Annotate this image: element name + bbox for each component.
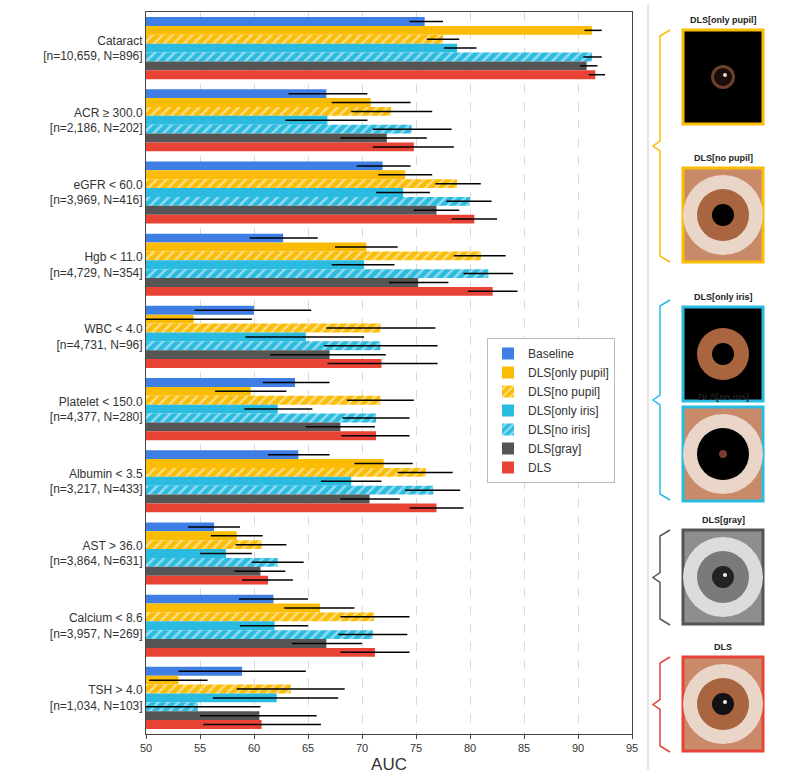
svg-text:TSH > 4.0[n=1,034, N=103]: TSH > 4.0[n=1,034, N=103]: [50, 683, 143, 713]
svg-text:ACR ≥ 300.0[n=2,186, N=202]: ACR ≥ 300.0[n=2,186, N=202]: [50, 106, 143, 136]
svg-text:80: 80: [464, 742, 476, 754]
svg-text:DLS[gray]: DLS[gray]: [702, 515, 745, 525]
svg-text:90: 90: [572, 742, 584, 754]
svg-text:DLS[no pupil]: DLS[no pupil]: [528, 385, 600, 399]
svg-text:Hgb < 11.0[n=4,729, N=354]: Hgb < 11.0[n=4,729, N=354]: [50, 250, 143, 280]
svg-text:50: 50: [140, 742, 152, 754]
svg-text:DLS[no pupil]: DLS[no pupil]: [694, 153, 753, 163]
svg-text:95: 95: [626, 742, 638, 754]
svg-text:Calcium < 8.6[n=3,957, N=269]: Calcium < 8.6[n=3,957, N=269]: [50, 611, 143, 641]
svg-text:Albumin < 3.5[n=3,217, N=433]: Albumin < 3.5[n=3,217, N=433]: [50, 467, 143, 497]
svg-text:75: 75: [410, 742, 422, 754]
svg-text:eGFR < 60.0[n=3,969, N=416]: eGFR < 60.0[n=3,969, N=416]: [50, 178, 143, 208]
svg-text:Platelet < 150.0[n=4,377, N=28: Platelet < 150.0[n=4,377, N=280]: [50, 395, 143, 425]
svg-text:DLS[only iris]: DLS[only iris]: [694, 292, 753, 302]
svg-text:AST > 36.0[n=3,864, N=631]: AST > 36.0[n=3,864, N=631]: [50, 539, 143, 569]
svg-text:DLS[no iris]: DLS[no iris]: [528, 423, 590, 437]
svg-text:60: 60: [248, 742, 260, 754]
svg-text:70: 70: [356, 742, 368, 754]
svg-text:DLS[gray]: DLS[gray]: [528, 442, 581, 456]
svg-text:DLS[only pupil]: DLS[only pupil]: [528, 366, 609, 380]
svg-text:65: 65: [302, 742, 314, 754]
svg-text:DLS[only iris]: DLS[only iris]: [528, 404, 599, 418]
svg-text:DLS[only pupil]: DLS[only pupil]: [690, 15, 757, 25]
svg-text:DLS: DLS: [714, 642, 732, 652]
svg-text:55: 55: [194, 742, 206, 754]
svg-text:Cataract[n=10,659, N=896]: Cataract[n=10,659, N=896]: [43, 34, 143, 64]
svg-text:AUC: AUC: [371, 755, 407, 774]
svg-text:WBC < 4.0[n=4,731, N=96]: WBC < 4.0[n=4,731, N=96]: [57, 322, 143, 352]
svg-text:DLS[no iris]: DLS[no iris]: [698, 392, 749, 402]
svg-text:Baseline: Baseline: [528, 347, 574, 361]
svg-text:85: 85: [518, 742, 530, 754]
svg-text:DLS: DLS: [528, 461, 551, 475]
